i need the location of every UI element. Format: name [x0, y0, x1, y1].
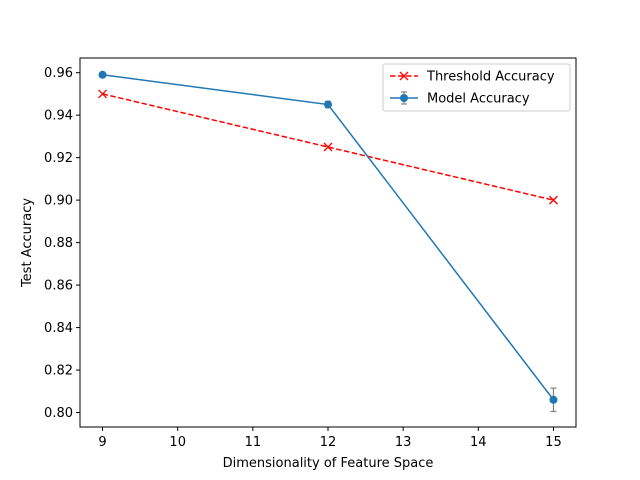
legend-threshold-label: Threshold Accuracy — [426, 70, 555, 85]
data-point — [548, 195, 558, 205]
x-tick-label: 15 — [545, 435, 562, 450]
x-tick-label: 10 — [169, 435, 186, 450]
legend-model-label: Model Accuracy — [427, 92, 530, 107]
data-point — [323, 142, 333, 152]
data-point — [324, 100, 332, 109]
x-axis: 9 10 11 12 13 14 15 — [98, 427, 562, 450]
y-tick-label: 0.90 — [44, 194, 73, 209]
y-tick-label: 0.80 — [44, 406, 73, 421]
legend-model-circle-marker — [400, 94, 408, 102]
x-tick-label: 9 — [98, 435, 106, 450]
y-tick-label: 0.86 — [44, 279, 73, 294]
series-model-accuracy — [98, 70, 558, 413]
x-axis-label: Dimensionality of Feature Space — [223, 456, 434, 471]
x-tick-label: 12 — [320, 435, 337, 450]
series-line — [102, 93, 554, 201]
series-layer — [98, 70, 558, 413]
legend: Threshold Accuracy Model Accuracy — [382, 63, 571, 112]
y-tick-label: 0.84 — [44, 321, 73, 336]
data-point — [549, 395, 558, 404]
x-tick-label: 14 — [470, 435, 487, 450]
series-threshold-accuracy — [98, 89, 558, 205]
plot-area — [80, 58, 576, 427]
x-tick-label: 13 — [395, 435, 412, 450]
y-axis-label: Test Accuracy — [20, 198, 35, 288]
legend-frame — [382, 63, 571, 112]
y-tick-label: 0.92 — [44, 151, 73, 166]
y-axis: 0.80 0.82 0.84 0.86 0.88 0.90 0.92 0.94 0.96 — [44, 66, 80, 421]
y-tick-label: 0.96 — [44, 66, 73, 81]
data-point — [98, 89, 108, 99]
y-tick-label: 0.82 — [44, 364, 73, 379]
x-tick-label: 11 — [245, 435, 262, 450]
y-tick-label: 0.88 — [44, 236, 73, 251]
y-tick-label: 0.94 — [44, 109, 73, 124]
legend-threshold-x-marker — [399, 71, 409, 81]
data-point — [98, 70, 107, 79]
